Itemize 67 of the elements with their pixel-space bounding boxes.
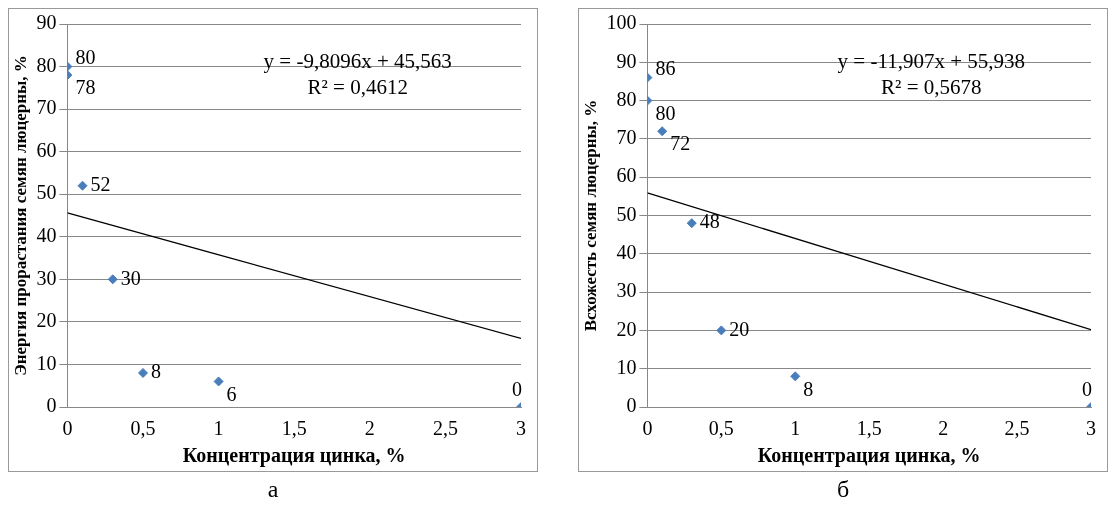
data-label: 80 [655, 101, 676, 124]
x-tick-label: 1 [213, 417, 224, 440]
y-tick-label: 40 [36, 224, 57, 247]
y-axis-title: Всхожесть семян люцерны, % [580, 99, 600, 332]
annotation: R² = 0,5678 [881, 74, 982, 99]
x-tick-label: 0 [62, 417, 73, 440]
point [716, 325, 727, 336]
data-label: 20 [729, 317, 750, 340]
y-tick-label: 50 [36, 181, 57, 204]
annotation: y = -9,8096x + 45,563 [263, 48, 452, 73]
point [657, 126, 668, 137]
point [213, 376, 224, 387]
y-tick-label: 90 [36, 11, 57, 34]
data-label: 86 [655, 56, 676, 79]
data-label: 8 [803, 377, 814, 400]
y-tick-label: 60 [36, 138, 57, 161]
y-tick-label: 50 [616, 202, 637, 225]
annotation: R² = 0,4612 [307, 74, 408, 99]
text: а [266, 476, 280, 503]
y-tick-label: 90 [616, 49, 637, 72]
point [107, 274, 118, 285]
x-tick-label: 2,5 [432, 417, 458, 440]
y-tick-label: 60 [616, 164, 637, 187]
y-tick-label: 100 [606, 11, 637, 34]
x-tick-label: 1 [790, 417, 801, 440]
y-tick-label: 0 [626, 394, 637, 417]
y-tick-label: 0 [46, 394, 57, 417]
y-tick-label: 30 [36, 266, 57, 289]
data-label: 0 [1082, 378, 1092, 401]
data-label: 52 [90, 172, 111, 195]
y-tick-label: 80 [36, 53, 57, 76]
y-tick-label: 80 [616, 87, 637, 110]
point [686, 218, 697, 229]
x-tick-label: 3 [1086, 417, 1096, 440]
x-tick-label: 0,5 [130, 417, 156, 440]
data-label: 30 [120, 266, 141, 289]
x-tick-label: 1,5 [856, 417, 882, 440]
point [77, 180, 88, 191]
annotation: y = -11,907x + 55,938 [837, 48, 1026, 73]
point [790, 371, 801, 382]
y-tick-label: 10 [616, 355, 637, 378]
data-label: 0 [512, 378, 522, 401]
x-tick-label: 0,5 [708, 417, 734, 440]
y-tick-label: 30 [616, 279, 637, 302]
x-tick-label: 2,5 [1004, 417, 1030, 440]
x-tick-label: 0 [642, 417, 653, 440]
data-label: 78 [75, 76, 96, 99]
y-tick-label: 70 [36, 96, 57, 119]
data-label: 48 [699, 210, 720, 233]
y-tick-label: 70 [616, 126, 637, 149]
y-tick-label: 40 [616, 241, 637, 264]
x-tick-label: 3 [516, 417, 526, 440]
x-tick-label: 2 [938, 417, 949, 440]
data-label: 72 [670, 132, 691, 155]
y-tick-label: 20 [36, 309, 57, 332]
point [138, 367, 148, 378]
text: б [835, 476, 851, 503]
x-tick-label: 1,5 [281, 417, 307, 440]
data-label: 8 [151, 360, 161, 383]
x-axis-title: Концентрация цинка, % [182, 444, 406, 468]
y-tick-label: 20 [616, 317, 637, 340]
data-label: 80 [75, 45, 96, 68]
data-label: 6 [226, 382, 237, 405]
x-axis-title: Концентрация цинка, % [757, 444, 981, 468]
x-tick-label: 2 [364, 417, 375, 440]
y-axis-title: Энергия прорастания семян люцерны, % [10, 55, 30, 376]
y-tick-label: 10 [36, 351, 57, 374]
